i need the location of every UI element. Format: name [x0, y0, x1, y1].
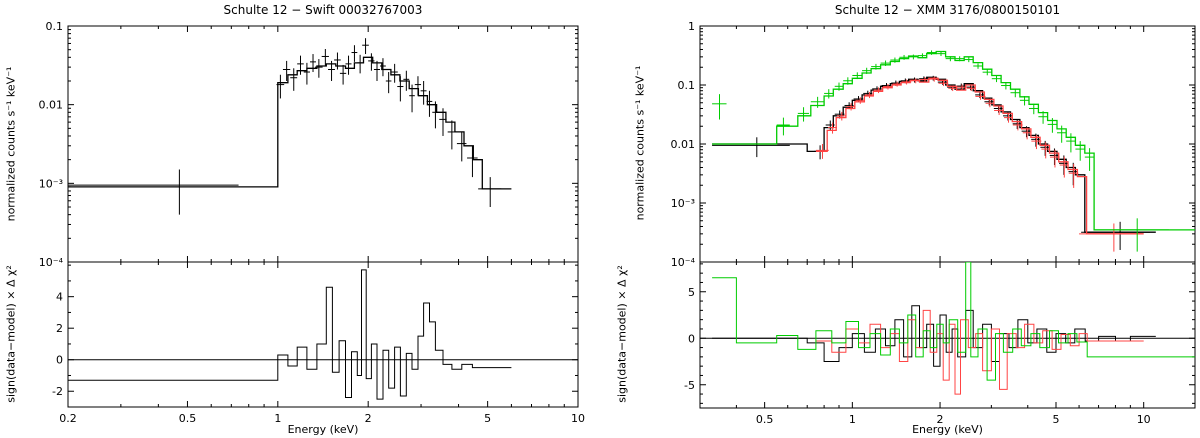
xmm-spectrum-figure: Schulte 12 − XMM 3176/0800150101 normali…	[600, 0, 1200, 438]
svg-text:0.5: 0.5	[756, 413, 774, 426]
plot-title-swift: Schulte 12 − Swift 00032767003	[223, 3, 423, 17]
svg-text:10: 10	[571, 412, 585, 425]
xmm-pn-residual-line	[712, 305, 1156, 367]
swift-residual-line	[68, 269, 512, 400]
svg-text:10: 10	[1137, 413, 1151, 426]
svg-text:10⁻³: 10⁻³	[671, 197, 695, 210]
xmm-rgs-data-points	[712, 50, 1169, 252]
svg-text:5: 5	[484, 412, 491, 425]
svg-text:0: 0	[56, 354, 63, 367]
xmm-rgs-model-line	[712, 50, 1195, 231]
tick-labels: 0.2 0.5 1 2 5 10 10⁻⁴ 10⁻³ 0.01 0.1 -2 0 2 4	[39, 20, 586, 425]
svg-text:4: 4	[56, 291, 63, 304]
swift-model-line	[68, 56, 512, 190]
plot-title-xmm: Schulte 12 − XMM 3176/0800150101	[834, 3, 1061, 17]
xmm-chart-svg: 0.5 1 2 5 10 10⁻⁴ 10⁻³ 0.01 0.1 1 -5 0 5	[671, 20, 1196, 426]
swift-spectrum-figure: Schulte 12 − Swift 00032767003 normalize…	[5, 3, 586, 436]
axis-ticks	[67, 25, 579, 408]
x-axis-label-xmm: Energy (keV)	[912, 423, 983, 436]
svg-text:1: 1	[849, 413, 856, 426]
xmm-mos-data-points	[815, 76, 1142, 252]
svg-text:2: 2	[937, 413, 944, 426]
svg-text:1: 1	[274, 412, 281, 425]
swift-chart-svg: 0.2 0.5 1 2 5 10 10⁻⁴ 10⁻³ 0.01 0.1 -2 0 2 4	[39, 20, 586, 425]
svg-text:10⁻⁴: 10⁻⁴	[671, 256, 696, 269]
xmm-mos-residual-line	[815, 309, 1144, 395]
svg-text:10⁻³: 10⁻³	[39, 177, 63, 190]
svg-text:0.2: 0.2	[59, 412, 77, 425]
svg-text:5: 5	[688, 286, 695, 299]
svg-text:0.5: 0.5	[179, 412, 197, 425]
svg-text:0.01: 0.01	[39, 99, 64, 112]
svg-text:2: 2	[56, 322, 63, 335]
xmm-rgs-residual-line	[712, 262, 1195, 381]
x-axis-label-swift: Energy (keV)	[287, 423, 359, 436]
svg-text:5: 5	[1052, 413, 1059, 426]
svg-text:10⁻⁴: 10⁻⁴	[39, 256, 64, 269]
svg-text:-5: -5	[684, 379, 695, 392]
svg-text:0.1: 0.1	[46, 20, 64, 33]
svg-text:2: 2	[365, 412, 372, 425]
swift-data-points	[68, 38, 502, 215]
svg-text:0.01: 0.01	[671, 138, 696, 151]
svg-text:0.1: 0.1	[678, 79, 696, 92]
svg-text:0: 0	[688, 332, 695, 345]
svg-text:-2: -2	[52, 385, 63, 398]
svg-text:1: 1	[688, 20, 695, 33]
panel-frames	[67, 25, 579, 408]
tick-labels: 0.5 1 2 5 10 10⁻⁴ 10⁻³ 0.01 0.1 1 -5 0 5	[671, 20, 1151, 426]
